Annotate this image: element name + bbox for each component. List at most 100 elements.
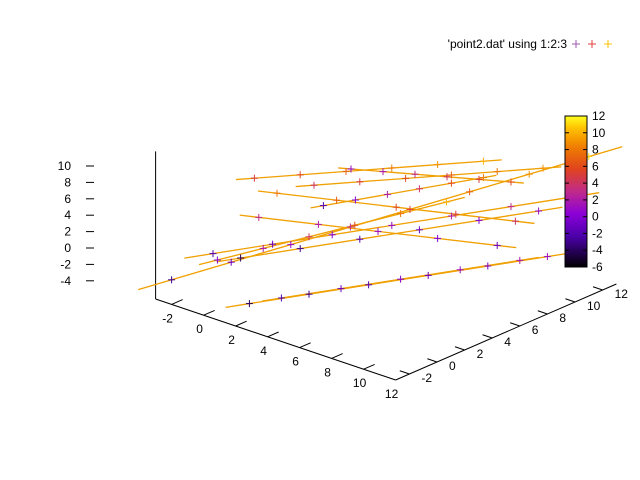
- z-tick-label: -2: [60, 257, 71, 271]
- series-line-line-h: [338, 167, 524, 184]
- data-point: [507, 178, 515, 186]
- data-point: [347, 165, 355, 173]
- data-point: [269, 240, 277, 248]
- legend-marker-red: [588, 40, 596, 48]
- data-point: [466, 188, 474, 196]
- data-point: [388, 221, 396, 229]
- data-point: [479, 174, 487, 182]
- data-point: [415, 185, 423, 193]
- data-point: [516, 256, 524, 264]
- x-axis-line: [155, 298, 396, 381]
- data-point: [351, 221, 359, 229]
- data-point: [392, 203, 400, 211]
- data-point: [314, 220, 322, 228]
- z-tick-label: 10: [58, 159, 72, 173]
- x-tick-label: -2: [162, 311, 173, 325]
- z-tick-label: 0: [64, 241, 71, 255]
- x-tick-mark: [235, 320, 247, 327]
- y-axis-line: [395, 283, 617, 381]
- data-point: [543, 253, 551, 261]
- colorbar-tick-label: 0: [592, 210, 599, 224]
- y-tick-label: 4: [504, 335, 511, 349]
- data-point: [245, 300, 253, 308]
- data-point: [443, 173, 451, 181]
- x-tick-mark: [203, 309, 215, 316]
- data-point: [525, 170, 533, 178]
- data-point: [213, 256, 221, 264]
- data-point: [237, 254, 245, 262]
- data-point: [442, 198, 450, 206]
- colorbar-tick-label: -4: [592, 243, 603, 257]
- legend-label: 'point2.dat' using 1:2:3: [448, 37, 568, 51]
- data-point: [539, 164, 547, 172]
- data-point: [255, 213, 263, 221]
- data-point: [493, 168, 501, 176]
- data-point: [337, 285, 345, 293]
- data-point: [227, 258, 235, 266]
- data-point: [305, 233, 313, 241]
- data-point: [287, 241, 295, 249]
- y-tick-mark: [537, 310, 548, 315]
- y-tick-mark: [399, 370, 410, 375]
- data-point: [342, 167, 350, 175]
- data-point: [447, 212, 455, 220]
- y-tick-mark: [482, 334, 493, 339]
- y-tick-label: 10: [587, 299, 601, 313]
- series-lines: [138, 146, 623, 309]
- data-point: [456, 266, 464, 274]
- x-tick-label: 8: [324, 365, 331, 379]
- data-point: [397, 210, 405, 218]
- data-point: [475, 216, 483, 224]
- z-tick-label: 8: [64, 175, 71, 189]
- data-point: [434, 161, 442, 169]
- z-tick-label: -4: [60, 274, 71, 288]
- colorbar-gradient: [564, 115, 588, 268]
- data-point: [356, 178, 364, 186]
- colorbar: 12 10 8 6 4 2 0 -2 -4 -6: [564, 109, 606, 274]
- series-line-line-g: [295, 166, 562, 188]
- x-tick-mark: [299, 342, 311, 349]
- data-point: [209, 250, 217, 258]
- y-tick-label: 6: [532, 323, 539, 337]
- x-tick-label: 10: [353, 376, 367, 390]
- y-tick-mark: [510, 322, 520, 327]
- data-point: [511, 217, 519, 225]
- data-point: [447, 171, 455, 179]
- data-point: [397, 275, 405, 283]
- colorbar-tick-label: 4: [592, 176, 599, 190]
- series-line-line-d: [198, 196, 465, 266]
- colorbar-tick-label: 10: [592, 126, 606, 140]
- y-tick-mark: [427, 358, 438, 363]
- data-point: [319, 202, 327, 210]
- x-tick-label: 12: [385, 387, 399, 401]
- x-tick-mark: [171, 299, 183, 305]
- data-point: [351, 196, 359, 204]
- colorbar-tick-label: -2: [592, 226, 603, 240]
- series-points: [168, 153, 593, 308]
- data-point: [402, 174, 410, 182]
- data-point: [484, 262, 492, 270]
- series-line-line-c: [236, 159, 502, 181]
- data-point: [434, 234, 442, 242]
- legend: 'point2.dat' using 1:2:3: [448, 37, 612, 51]
- z-tick-label: 6: [64, 192, 71, 206]
- x-tick-label: 2: [228, 333, 235, 347]
- colorbar-tick-label: 8: [592, 143, 599, 157]
- data-point: [356, 235, 364, 243]
- series-line-line-e: [310, 174, 497, 209]
- axes-frame: [155, 151, 617, 381]
- x-tick-label: 0: [196, 322, 203, 336]
- data-point: [374, 227, 382, 235]
- data-point: [406, 205, 414, 213]
- y-tick-label: 0: [449, 359, 456, 373]
- data-point: [507, 203, 515, 211]
- data-point: [333, 196, 341, 204]
- colorbar-tick-label: 2: [592, 193, 599, 207]
- z-tick-label: 2: [64, 225, 71, 239]
- colorbar-tick-label: 6: [592, 159, 599, 173]
- colorbar-tick-label: -6: [592, 260, 603, 274]
- data-point: [168, 276, 176, 284]
- colorbar-ticks: 12 10 8 6 4 2 0 -2 -4 -6: [565, 109, 606, 274]
- y-tick-label: 12: [615, 287, 629, 301]
